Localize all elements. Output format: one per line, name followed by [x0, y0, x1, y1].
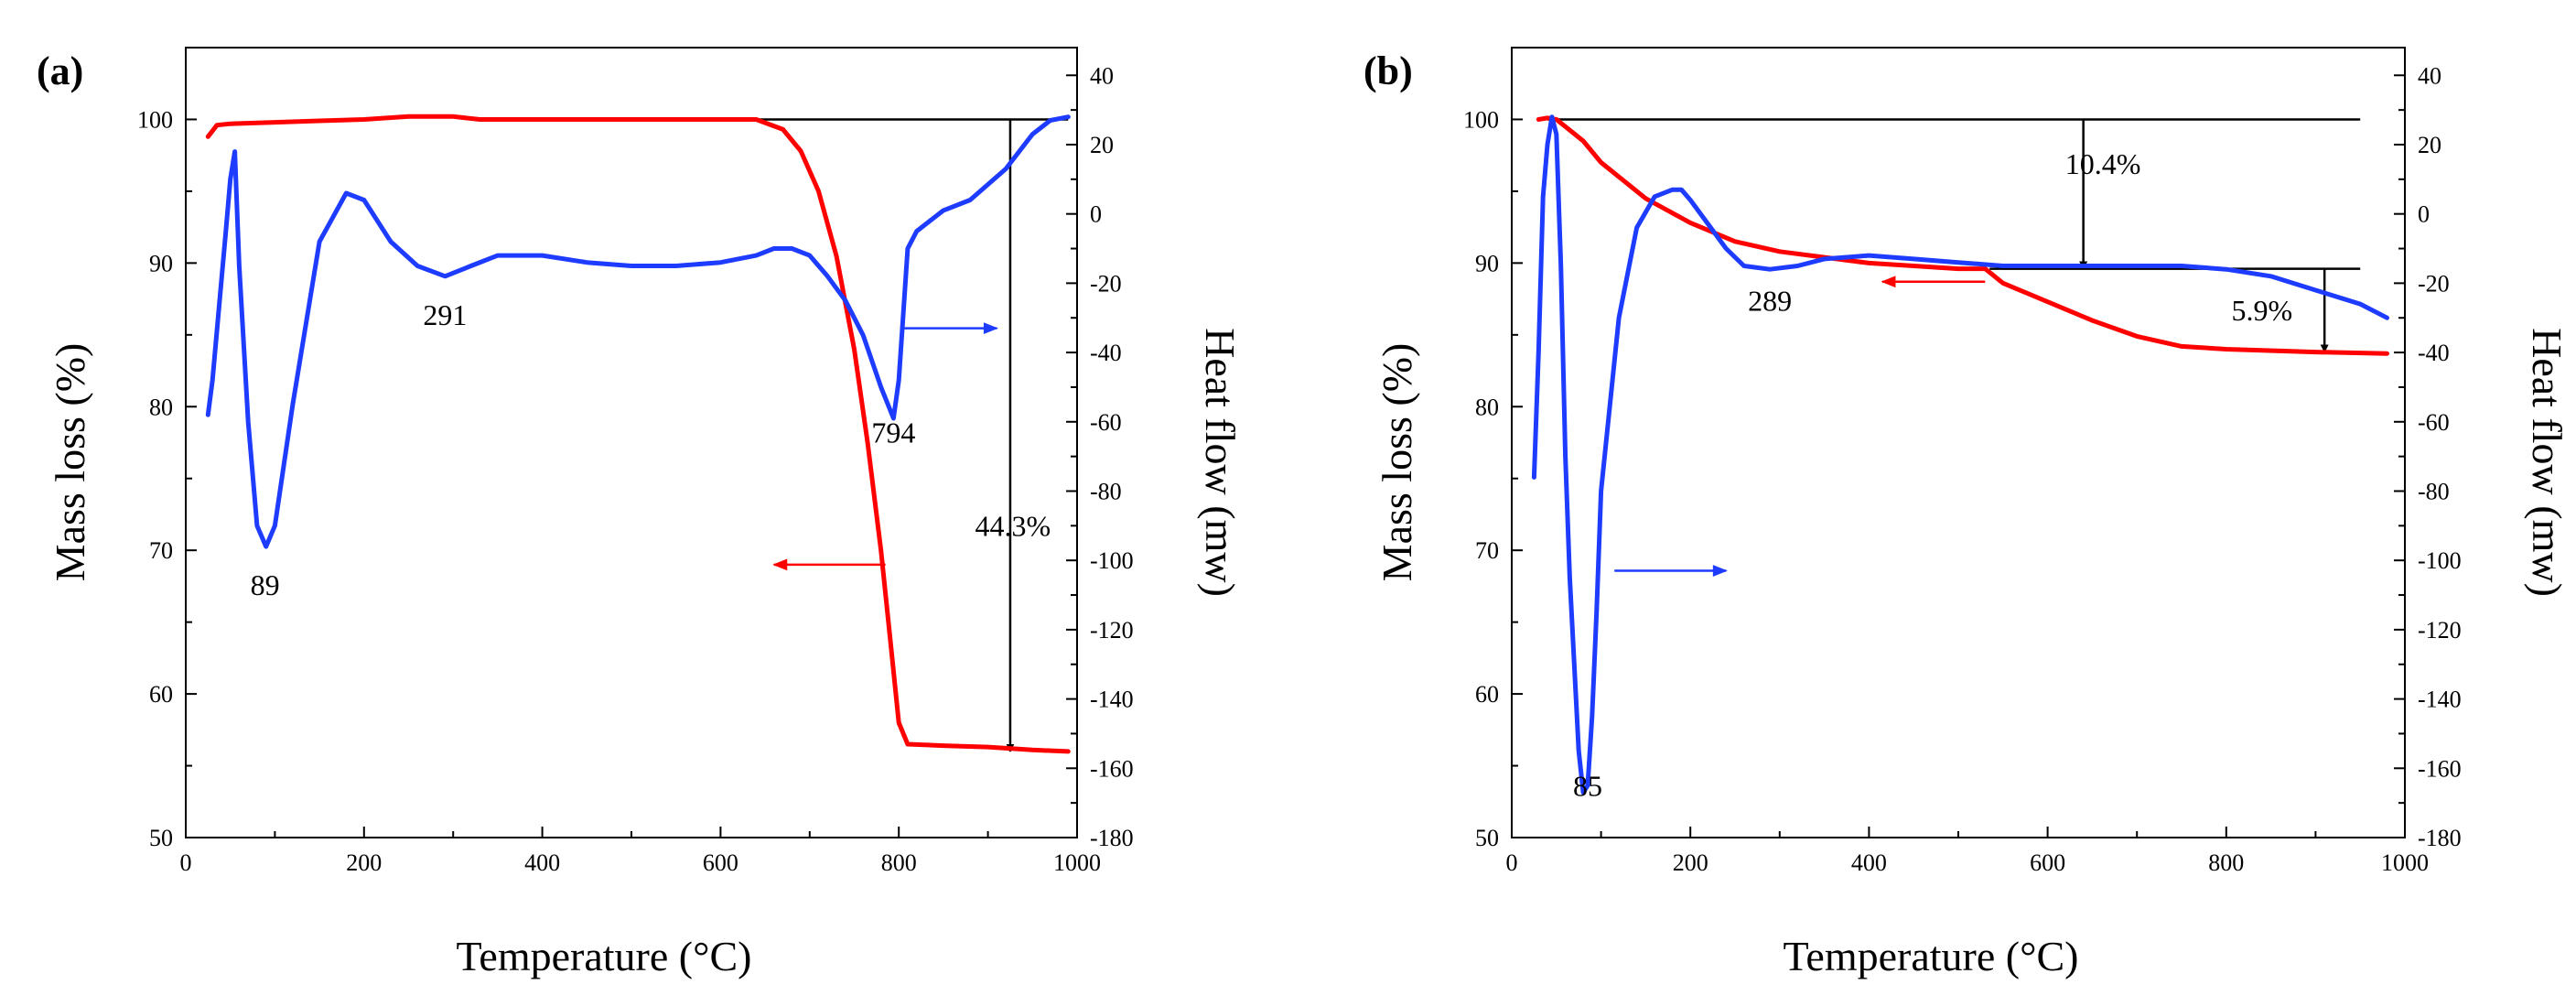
panel-a-y2-tick-label: -60: [1090, 409, 1122, 436]
panel-a-x-tick-label: 600: [703, 849, 738, 876]
panel-b-x-tick-label: 0: [1506, 849, 1518, 876]
panel-a: (a) Mass loss (%) Heat flow (mw) Tempera…: [37, 47, 1244, 979]
panel-b-y2-tick-label: 20: [2418, 132, 2441, 158]
panel-b-y-tick-label: 50: [1475, 825, 1499, 851]
panel-b-y2-tick-label: -40: [2418, 340, 2450, 366]
panel-a-y2-tick-label: -100: [1090, 547, 1134, 574]
panel-b-y2-tick-label: -60: [2418, 409, 2450, 436]
panel-a-x-tick-label: 0: [180, 849, 192, 876]
panel-a-annotation: 44.3%: [975, 509, 1051, 542]
panel-b-plot: 0 200 400 600 800 10005060708090100-180-160-1…: [1463, 47, 2462, 876]
panel-b-y-tick-label: 60: [1475, 681, 1499, 708]
panel-b-annotation: 85: [1573, 770, 1602, 803]
panel-b-annotation: 5.9%: [2232, 294, 2293, 327]
panel-b-y2-tick-label: -120: [2418, 617, 2462, 644]
panel-b-label: (b): [1363, 49, 1413, 93]
panel-a-annotation: 89: [251, 568, 280, 601]
panel-a-y2-tick-label: 0: [1090, 201, 1102, 228]
panel-a-x-tick-label: 1000: [1053, 849, 1101, 876]
panel-b-y2-tick-label: -140: [2418, 687, 2462, 713]
panel-b-x-tick-label: 200: [1673, 849, 1708, 876]
panel-a-y2-tick-label: -180: [1090, 825, 1134, 851]
panel-b-x-tick-label: 400: [1851, 849, 1887, 876]
panel-a-y2label: Heat flow (mw): [1197, 328, 1244, 597]
panel-a-annotation: 794: [871, 416, 915, 449]
panel-b-xlabel: Temperature (°C): [1784, 933, 2079, 979]
panel-b-y2-tick-label: -100: [2418, 547, 2462, 574]
panel-a-y-tick-label: 100: [137, 106, 173, 133]
panel-a-frame: [185, 47, 1078, 838]
panel-b-y2-tick-label: -160: [2418, 755, 2462, 782]
panel-b-y2-tick-label: -20: [2418, 270, 2450, 297]
panel-b-y2label: Heat flow (mw): [2524, 328, 2571, 597]
panel-b-y-tick-label: 70: [1475, 537, 1499, 564]
panel-b-y2-tick-label: 0: [2418, 201, 2430, 228]
panel-a-y2-tick-label: -120: [1090, 617, 1134, 644]
panel-a-y2-tick-label: -20: [1090, 270, 1122, 297]
panel-a-x-tick-label: 800: [881, 849, 917, 876]
panel-a-y2-tick-label: 20: [1090, 132, 1114, 158]
panel-b-frame: [1511, 47, 2406, 838]
panel-a-y2-tick-label: -160: [1090, 755, 1134, 782]
panel-a-y-tick-label: 70: [149, 537, 173, 564]
panel-a-mass-loss-line: [205, 114, 1071, 754]
panel-b-annotation: 10.4%: [2065, 147, 2141, 180]
panel-a-annotation: 291: [423, 298, 467, 331]
panel-a-y2-tick-label: 40: [1090, 62, 1114, 89]
panel-a-y2-tick-label: -80: [1090, 478, 1122, 504]
panel-b-x-tick-label: 1000: [2381, 849, 2429, 876]
panel-a-y2-tick-label: -140: [1090, 687, 1134, 713]
panel-a-plot: 0 200 400 600 800 10005060708090100-180-160-1…: [137, 47, 1134, 876]
panel-b-x-tick-label: 800: [2208, 849, 2244, 876]
panel-b-x-tick-label: 600: [2030, 849, 2065, 876]
panel-a-y-tick-label: 80: [149, 394, 173, 420]
panel-b: (b) Mass loss (%) Heat flow (mw) Tempera…: [1363, 47, 2571, 979]
panel-b-annotation: 289: [1748, 285, 1792, 318]
panel-b-y2-tick-label: -80: [2418, 478, 2450, 504]
panel-a-x-tick-label: 200: [346, 849, 382, 876]
panel-b-y-tick-label: 80: [1475, 394, 1499, 420]
panel-a-y-tick-label: 90: [149, 250, 173, 276]
panel-a-y-tick-label: 50: [149, 825, 173, 851]
panel-b-y2-tick-label: 40: [2418, 62, 2441, 89]
panel-a-x-tick-label: 400: [524, 849, 560, 876]
panel-b-y2-tick-label: -180: [2418, 825, 2462, 851]
panel-b-y-tick-label: 90: [1475, 250, 1499, 276]
panel-b-y-tick-label: 100: [1463, 106, 1499, 133]
panel-a-label: (a): [37, 49, 83, 93]
panel-a-y2-tick-label: -40: [1090, 340, 1122, 366]
panel-a-xlabel: Temperature (°C): [457, 933, 752, 979]
panel-a-heat-flow-line: [205, 114, 1071, 549]
panel-b-ylabel: Mass loss (%): [1374, 343, 1420, 582]
panel-a-ylabel: Mass loss (%): [47, 343, 93, 582]
panel-a-y-tick-label: 60: [149, 681, 173, 708]
panel-b-mass-loss-line: [1536, 115, 2389, 356]
panel-b-heat-flow-line: [1531, 114, 2389, 795]
